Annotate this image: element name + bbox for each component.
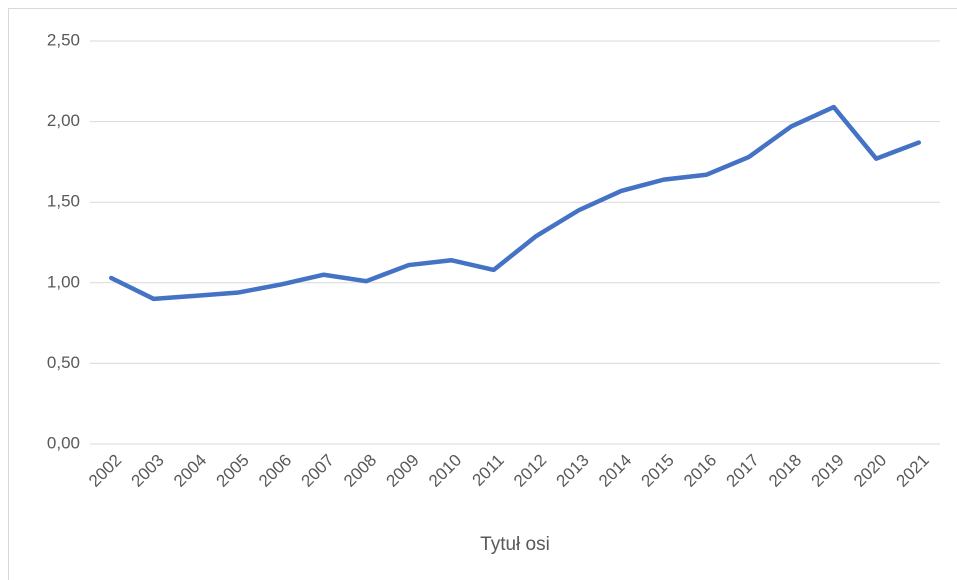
y-tick-label: 0,00 <box>47 433 80 452</box>
x-axis-title: Tytuł osi <box>480 534 550 555</box>
x-tick-label: 2003 <box>128 451 168 491</box>
y-tick-label: 2,50 <box>47 30 80 49</box>
x-tick-label: 2020 <box>850 451 890 491</box>
x-tick-label: 2010 <box>425 451 465 491</box>
x-tick-label: 2019 <box>808 451 848 491</box>
x-tick-label: 2011 <box>468 451 507 490</box>
line-series <box>109 104 921 302</box>
x-tick-label: 2013 <box>553 451 593 491</box>
y-tick-label: 0,50 <box>47 353 80 372</box>
x-tick-label: 2017 <box>723 451 763 491</box>
x-tick-label: 2018 <box>765 451 805 491</box>
x-tick-label: 2005 <box>213 451 253 491</box>
x-tick-label: 2004 <box>170 451 210 491</box>
y-tick-label: 1,00 <box>47 272 80 291</box>
chart-border <box>8 8 957 580</box>
x-tick-label: 2015 <box>638 451 678 491</box>
x-tick-label: 2012 <box>510 451 550 491</box>
x-tick-label: 2008 <box>340 451 380 491</box>
x-tick-label: 2006 <box>255 451 295 491</box>
x-tick-label: 2014 <box>595 451 635 491</box>
x-tick-label: 2002 <box>85 451 125 491</box>
x-tick-label: 2007 <box>298 451 338 491</box>
x-tick-label: 2016 <box>680 451 720 491</box>
y-tick-label: 1,50 <box>47 192 80 211</box>
x-tick-label: 2021 <box>893 451 933 491</box>
x-tick-label: 2009 <box>383 451 423 491</box>
y-tick-label: 2,00 <box>47 111 80 130</box>
